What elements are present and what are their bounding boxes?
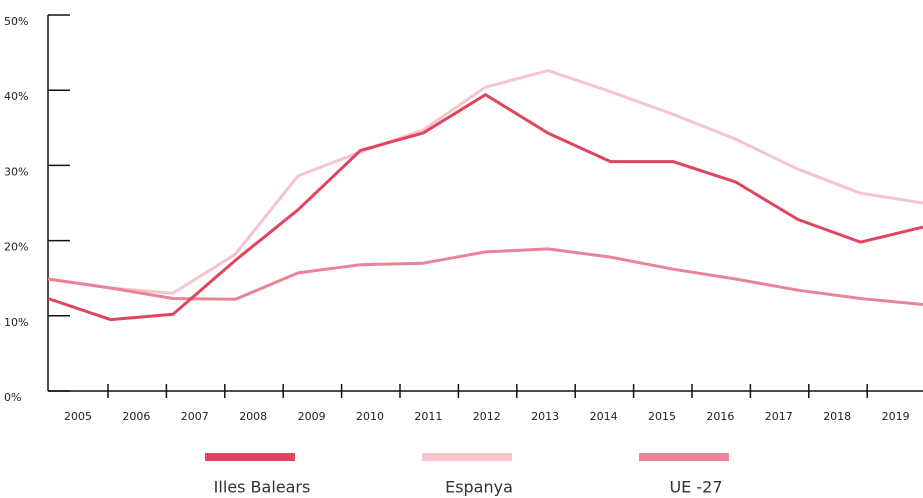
legend-swatch bbox=[205, 453, 295, 461]
y-tick-label: 10% bbox=[4, 316, 28, 329]
x-tick-label: 2011 bbox=[414, 410, 442, 423]
x-tick-label: 2015 bbox=[648, 410, 676, 423]
x-tick-label: 2014 bbox=[590, 410, 618, 423]
x-tick-label: 2017 bbox=[765, 410, 793, 423]
x-tick-label: 2007 bbox=[181, 410, 209, 423]
legend-label: UE -27 bbox=[669, 478, 722, 497]
x-tick-label: 2013 bbox=[531, 410, 559, 423]
x-tick-label: 2005 bbox=[64, 410, 92, 423]
x-tick-label: 2008 bbox=[239, 410, 267, 423]
series-line bbox=[47, 247, 923, 306]
legend-label: Espanya bbox=[445, 478, 513, 497]
series-line bbox=[47, 69, 923, 295]
x-tick-label: 2019 bbox=[882, 410, 910, 423]
y-tick-label: 50% bbox=[4, 15, 28, 28]
x-tick-label: 2018 bbox=[823, 410, 851, 423]
y-tick-label: 20% bbox=[4, 241, 28, 254]
y-tick-label: 0% bbox=[4, 391, 21, 404]
x-tick-label: 2016 bbox=[706, 410, 734, 423]
y-tick-label: 40% bbox=[4, 90, 28, 103]
x-tick-label: 2012 bbox=[473, 410, 501, 423]
x-tick-label: 2009 bbox=[298, 410, 326, 423]
legend-swatch bbox=[639, 453, 729, 461]
series-line bbox=[47, 93, 923, 322]
y-tick-label: 30% bbox=[4, 165, 28, 178]
x-tick-label: 2010 bbox=[356, 410, 384, 423]
x-tick-label: 2006 bbox=[122, 410, 150, 423]
legend-label: Illes Balears bbox=[214, 478, 311, 497]
legend-swatch bbox=[422, 453, 512, 461]
